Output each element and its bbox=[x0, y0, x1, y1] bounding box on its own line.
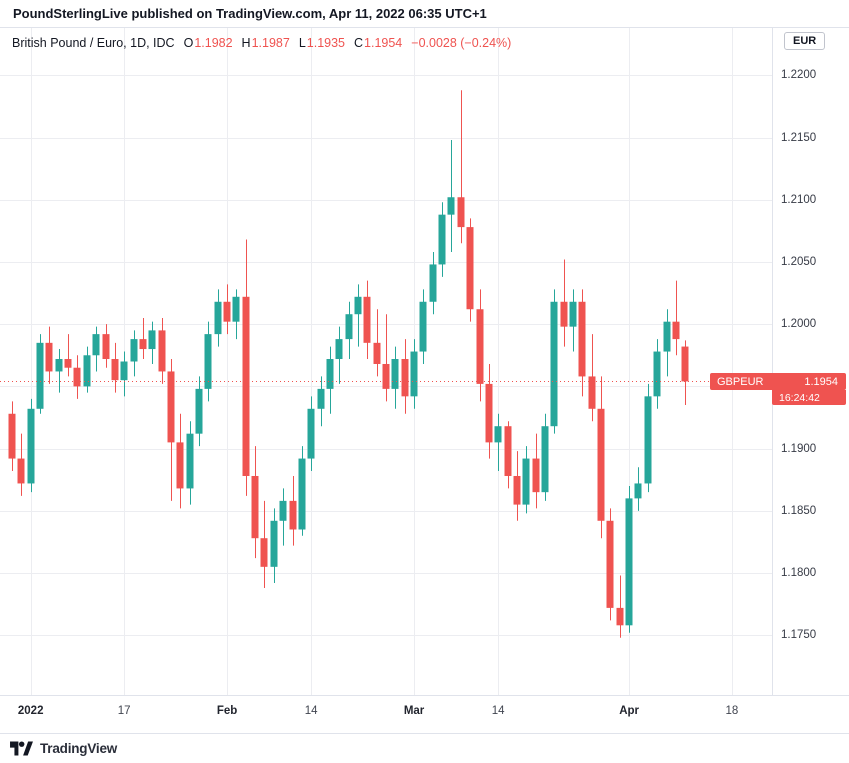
time-tick-label: 18 bbox=[725, 705, 739, 717]
candlestick-chart[interactable] bbox=[0, 28, 772, 695]
price-tick-label: 1.2200 bbox=[781, 69, 817, 82]
time-tick-label: 2022 bbox=[17, 705, 44, 717]
currency-badge: EUR bbox=[784, 32, 826, 50]
last-price-symbol: GBPEUR bbox=[717, 375, 764, 388]
chart-area: British Pound / Euro, 1D, IDC O1.1982 H1… bbox=[0, 28, 849, 732]
time-axis[interactable]: 2022 17 Feb 14 Mar 14 Apr 18 bbox=[0, 695, 849, 732]
price-tick-label: 1.1800 bbox=[781, 567, 817, 580]
tradingview-link[interactable]: TradingView bbox=[10, 741, 117, 756]
time-tick-label: 17 bbox=[117, 705, 131, 717]
price-tick-label: 1.2000 bbox=[781, 318, 817, 331]
price-tick-label: 1.1750 bbox=[781, 629, 817, 642]
price-axis[interactable]: EUR 1.22001.21501.21001.20501.20001.1950… bbox=[772, 28, 849, 695]
price-tick-label: 1.2150 bbox=[781, 131, 817, 144]
time-tick-label: Apr bbox=[619, 705, 639, 717]
bar-countdown: 16:24:42 bbox=[772, 390, 846, 406]
last-price-label: GBPEUR 1.1954 bbox=[710, 373, 846, 391]
publish-info-text: PoundSterlingLive published on TradingVi… bbox=[13, 6, 487, 21]
time-tick-label: 14 bbox=[491, 705, 505, 717]
time-tick-label: Mar bbox=[403, 705, 425, 717]
price-tick-label: 1.1850 bbox=[781, 504, 817, 517]
publish-header: PoundSterlingLive published on TradingVi… bbox=[0, 0, 849, 28]
time-tick-label: 14 bbox=[304, 705, 318, 717]
tradingview-wordmark: TradingView bbox=[40, 741, 118, 756]
time-tick-label: Feb bbox=[216, 705, 238, 717]
price-tick-label: 1.2050 bbox=[781, 255, 817, 268]
price-tick-label: 1.2100 bbox=[781, 193, 817, 206]
last-price-value: 1.1954 bbox=[804, 375, 838, 388]
footer-bar: TradingView bbox=[0, 733, 849, 763]
price-tick-label: 1.1900 bbox=[781, 442, 817, 455]
tradingview-logo-icon bbox=[10, 741, 33, 756]
